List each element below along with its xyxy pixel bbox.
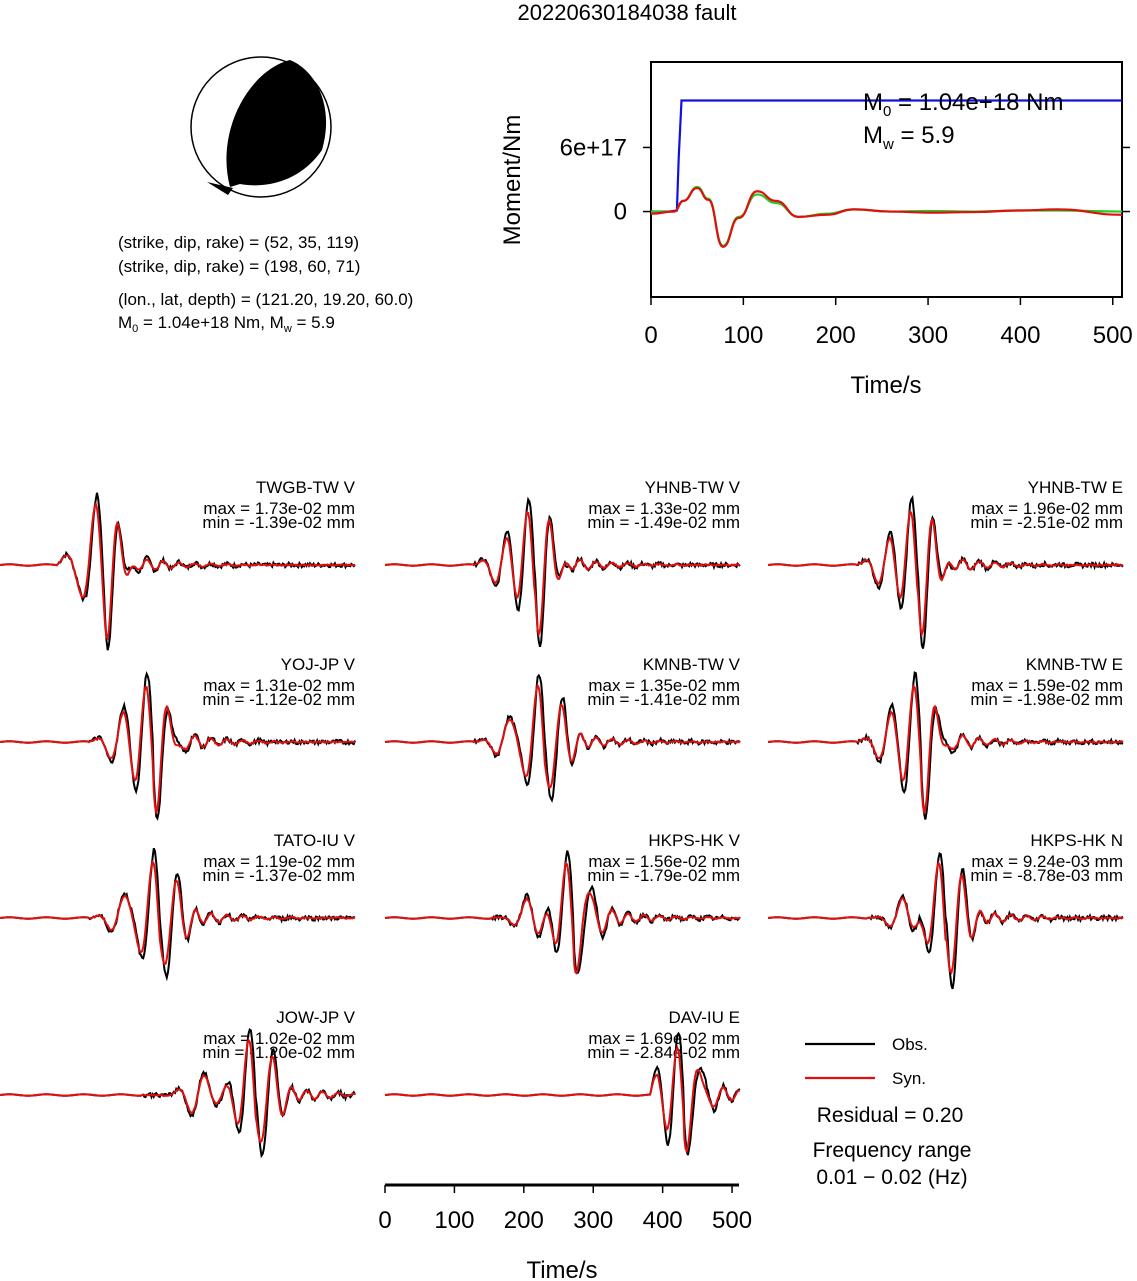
moment-m0-label: M0 = 1.04e+18 Nm xyxy=(863,89,1063,120)
waveform-xtick-label: 400 xyxy=(643,1207,683,1234)
station-min: min = -1.79e-02 mm xyxy=(587,866,740,885)
station-min: min = -1.49e-02 mm xyxy=(587,513,740,532)
station-max: max = 9.24e-03 mm xyxy=(971,852,1123,871)
moment-xtick-label: 0 xyxy=(644,322,657,349)
synthetic-trace xyxy=(0,859,356,966)
residual-text: Residual = 0.20 xyxy=(817,1104,964,1127)
synthetic-trace xyxy=(0,501,356,641)
station-label: YOJ-JP V xyxy=(281,655,356,674)
station-min: min = -1.98e-02 mm xyxy=(970,690,1123,709)
legend-obs-label: Obs. xyxy=(892,1035,928,1054)
station-min: min = -1.37e-02 mm xyxy=(202,866,355,885)
moment-ylabel: Moment/Nm xyxy=(499,115,526,246)
beachball-icon xyxy=(190,56,332,198)
waveform-xlabel: Time/s xyxy=(526,1257,597,1281)
synthetic-trace xyxy=(384,682,741,790)
station-label: TWGB-TW V xyxy=(256,478,356,497)
station-min: min = -1.41e-02 mm xyxy=(587,690,740,709)
plane1-text: (strike, dip, rake) = (52, 35, 119) xyxy=(118,233,359,252)
figure-title: 20220630184038 fault xyxy=(518,0,737,25)
synthetic-trace xyxy=(0,685,356,815)
waveform-xtick-label: 500 xyxy=(712,1207,752,1234)
moment-xtick-label: 300 xyxy=(908,322,948,349)
moment-ytick-label: 6e+17 xyxy=(560,134,627,161)
synthetic-trace xyxy=(0,1037,356,1144)
moment-series-line xyxy=(650,186,1123,248)
station-label: TATO-IU V xyxy=(274,831,356,850)
station-max: max = 1.56e-02 mm xyxy=(588,852,740,871)
station-max: max = 1.35e-02 mm xyxy=(588,676,740,695)
station-max: max = 1.33e-02 mm xyxy=(588,499,740,518)
station-max: max = 1.31e-02 mm xyxy=(203,676,355,695)
station-min: min = -2.84e-02 mm xyxy=(587,1043,740,1062)
moment-xtick-label: 100 xyxy=(723,322,763,349)
station-max: max = 1.96e-02 mm xyxy=(971,499,1123,518)
waveform-time-axis: 0 100 200 300 400 500 xyxy=(378,1183,752,1234)
station-label: HKPS-HK V xyxy=(648,831,740,850)
legend: Obs. Syn. xyxy=(805,1035,928,1088)
synthetic-trace xyxy=(767,860,1124,975)
synthetic-trace xyxy=(384,861,741,975)
station-min: min = -8.78e-03 mm xyxy=(970,866,1123,885)
station-min: min = -1.12e-02 mm xyxy=(202,690,355,709)
moment-xtick-label: 500 xyxy=(1093,322,1133,349)
station-max: max = 1.73e-02 mm xyxy=(203,499,355,518)
station-min: min = -1.39e-02 mm xyxy=(202,513,355,532)
waveform-xtick-label: 200 xyxy=(504,1207,544,1234)
station-label: YHNB-TW E xyxy=(1028,478,1123,497)
waveform-xtick-label: 300 xyxy=(573,1207,613,1234)
station-label: KMNB-TW E xyxy=(1026,655,1123,674)
frequency-value: 0.01 − 0.02 (Hz) xyxy=(816,1166,967,1189)
waveform-xtick-label: 100 xyxy=(434,1207,474,1234)
station-max: max = 1.69e-02 mm xyxy=(588,1029,740,1048)
moment-xtick-label: 400 xyxy=(1000,322,1040,349)
station-label: HKPS-HK N xyxy=(1030,831,1123,850)
station-label: KMNB-TW V xyxy=(643,655,741,674)
moment-plot-frame xyxy=(650,61,1123,298)
station-min: min = -2.51e-02 mm xyxy=(970,513,1123,532)
waveform-xtick-label: 0 xyxy=(378,1207,391,1234)
plane2-text: (strike, dip, rake) = (198, 60, 71) xyxy=(118,257,360,276)
moment-series-line xyxy=(650,185,1123,247)
moment-ytick-label: 0 xyxy=(614,199,627,226)
location-text: (lon., lat, depth) = (121.20, 19.20, 60.… xyxy=(118,290,413,309)
moment-xlabel: Time/s xyxy=(850,372,921,399)
moment-xtick-label: 200 xyxy=(816,322,856,349)
station-label: YHNB-TW V xyxy=(645,478,741,497)
frequency-label: Frequency range xyxy=(813,1139,972,1162)
moment-mw-label: Mw = 5.9 xyxy=(863,122,955,153)
station-max: max = 1.02e-02 mm xyxy=(203,1029,355,1048)
moment-summary-text: M0 = 1.04e+18 Nm, Mw = 5.9 xyxy=(118,313,335,335)
synthetic-trace xyxy=(384,510,741,638)
legend-syn-label: Syn. xyxy=(892,1069,926,1088)
station-label: DAV-IU E xyxy=(669,1008,740,1027)
synthetic-trace xyxy=(384,1044,741,1154)
station-max: max = 1.19e-02 mm xyxy=(203,852,355,871)
synthetic-trace xyxy=(767,684,1124,816)
station-max: max = 1.59e-02 mm xyxy=(971,676,1123,695)
station-label: JOW-JP V xyxy=(276,1008,355,1027)
synthetic-trace xyxy=(767,510,1124,638)
moment-chart: 0 100 200 300 400 500 0 6e+17 xyxy=(560,61,1133,349)
station-min: min = -1.20e-02 mm xyxy=(202,1043,355,1062)
